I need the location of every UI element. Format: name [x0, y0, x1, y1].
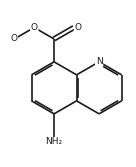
Text: NH₂: NH₂ [45, 137, 63, 146]
Text: O: O [31, 23, 38, 32]
Text: O: O [10, 34, 17, 43]
Text: N: N [96, 57, 102, 66]
Text: O: O [75, 23, 82, 32]
